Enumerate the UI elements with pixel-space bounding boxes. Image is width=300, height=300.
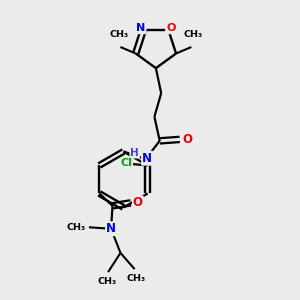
Text: N: N (142, 152, 152, 165)
Text: O: O (182, 133, 192, 146)
Text: N: N (136, 23, 146, 33)
Text: H: H (130, 148, 139, 158)
Text: CH₃: CH₃ (127, 274, 146, 284)
Text: CH₃: CH₃ (110, 30, 128, 39)
Text: N: N (106, 222, 116, 235)
Text: Cl: Cl (120, 158, 132, 168)
Text: CH₃: CH₃ (97, 277, 116, 286)
Text: CH₃: CH₃ (66, 223, 85, 232)
Text: CH₃: CH₃ (183, 30, 202, 39)
Text: O: O (166, 23, 175, 33)
Text: O: O (133, 196, 143, 209)
